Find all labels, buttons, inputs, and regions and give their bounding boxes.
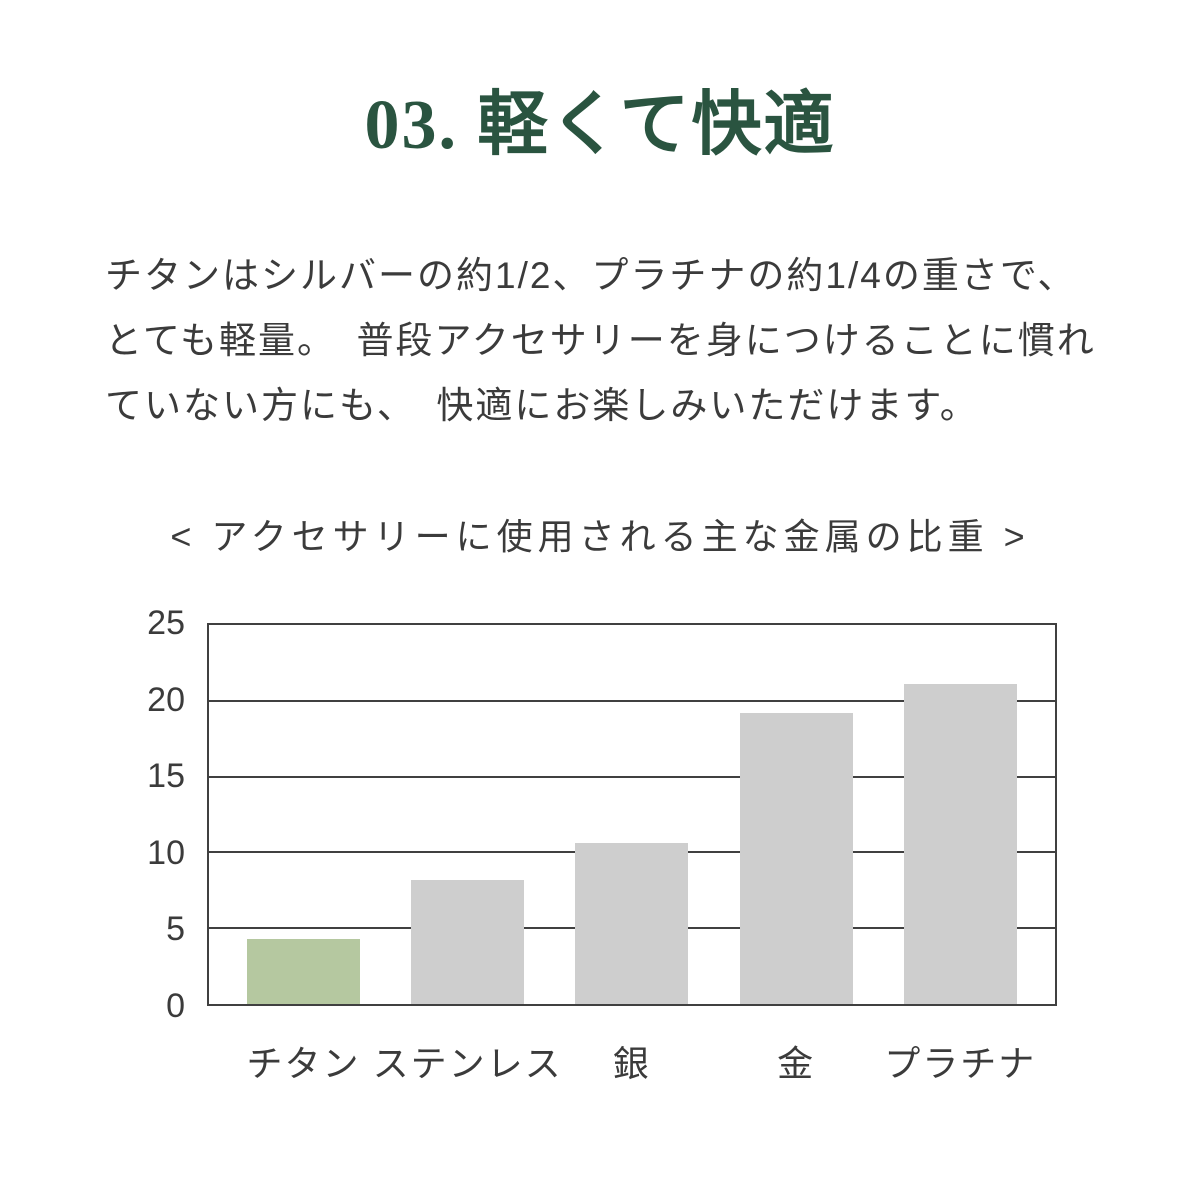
bar-ステンレス [411, 879, 525, 1004]
bar-金 [739, 712, 853, 1004]
gridline-15 [209, 775, 1055, 778]
plot-area [207, 623, 1057, 1006]
x-category-label-プラチナ: プラチナ [884, 1043, 1037, 1084]
gridline-20 [209, 699, 1055, 702]
paragraph-line-1: チタンはシルバーの約1/2、プラチナの約1/4の重さで、 [105, 255, 1077, 296]
bar-チタン [247, 938, 360, 1004]
y-tick-label-0: 0 [166, 987, 185, 1025]
y-tick-label-25: 25 [147, 604, 185, 642]
y-tick-label-20: 20 [147, 680, 185, 719]
paragraph-line-3: ていない方にも、 快適にお楽しみいただけます。 [105, 385, 979, 426]
paragraph-line-2: とても軽量。 普段アクセサリーを身につけることに慣れ [105, 320, 1096, 361]
body-paragraph: チタンはシルバーの約1/2、プラチナの約1/4の重さで、 とても軽量。 普段アク… [105, 243, 1135, 438]
page-title: 03. 軽くて快適 [364, 87, 836, 164]
chart-title: < アクセサリーに使用される主な金属の比重 > [170, 516, 1030, 557]
x-category-label-ステンレス: ステンレス [372, 1043, 563, 1084]
x-category-label-金: 金 [777, 1043, 816, 1084]
y-tick-label-10: 10 [147, 833, 185, 872]
y-tick-label-5: 5 [166, 910, 185, 949]
bar-プラチナ [903, 684, 1017, 1004]
x-category-label-銀: 銀 [612, 1043, 651, 1084]
x-category-label-チタン: チタン [246, 1043, 361, 1084]
y-tick-label-15: 15 [147, 757, 185, 796]
bar-銀 [575, 843, 689, 1004]
